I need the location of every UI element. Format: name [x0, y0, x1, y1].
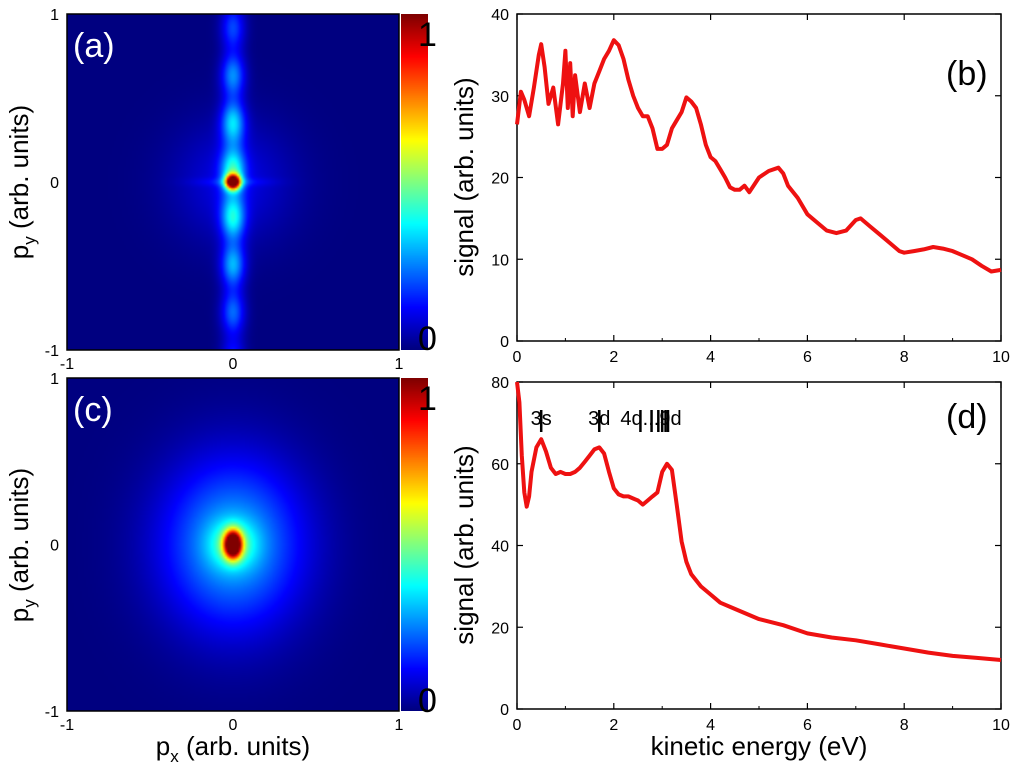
y-axis-label: py (arb. units): [4, 468, 39, 622]
heatmap-a-ylabel: py (arb. units): [4, 105, 39, 259]
colorbar-c-min-label: 0: [418, 682, 437, 720]
y-tick-label: 0: [50, 175, 59, 192]
heatmap-c-frame: [66, 377, 400, 712]
x-tick-label: 8: [900, 717, 909, 734]
series-line-d: [515, 381, 1002, 662]
y-tick-label: 1: [50, 371, 59, 388]
colorbar-a-max-label: 1: [418, 16, 437, 54]
x-tick-label: 0: [513, 349, 522, 366]
plot-d-xlabel: kinetic energy (eV): [651, 731, 868, 761]
y-tick-label: -1: [45, 704, 59, 721]
x-tick-label: 6: [803, 717, 812, 734]
heatmap-c-ticks: -1 0 1 -1 0 1: [45, 371, 404, 734]
x-axis-label: px (arb. units): [156, 731, 310, 766]
panel-label-b: (b): [946, 55, 988, 93]
x-tick-label: 4: [706, 717, 715, 734]
panel-c: (c) -1 0 1-101 py (arb. units) px (arb. un…: [4, 371, 437, 766]
y-tick-label: 20: [491, 171, 509, 188]
y-tick-label: 1: [50, 7, 59, 24]
x-tick-label: 0: [229, 717, 238, 734]
heatmap-a-image: [67, 14, 399, 350]
panel-a: (a) -1 0 1-101 py (arb. units) 1 0: [4, 7, 437, 373]
x-tick-label: 6: [803, 349, 812, 366]
panel-b: (b) 0 2 4 6 8 10 0 10 20 30 40 signal (arb. units): [449, 7, 1010, 366]
panel-label-c: (c): [73, 391, 113, 429]
y-tick-label: 0: [500, 702, 509, 719]
plot-b-axes: 0 2 4 6 8 10 0 10 20 30 40: [491, 7, 1010, 366]
y-tick-label: 10: [491, 252, 509, 269]
x-tick-label: 0: [513, 717, 522, 734]
plot-d-frame: [516, 381, 1002, 710]
x-tick-label: 4: [706, 349, 715, 366]
x-tick-label: 1: [395, 356, 404, 373]
heatmap-c-xlabel: px (arb. units): [156, 731, 310, 766]
plot-d-ylabel: signal (arb. units): [449, 445, 479, 644]
panel-label-a: (a): [73, 27, 115, 65]
x-tick-label: -1: [60, 717, 74, 734]
x-tick-label: -1: [60, 356, 74, 373]
y-axis-label: py (arb. units): [4, 105, 39, 259]
x-tick-label: 2: [609, 349, 618, 366]
x-tick-label: 0: [229, 356, 238, 373]
x-tick-label: 10: [992, 349, 1010, 366]
heatmap-a-frame: [66, 13, 400, 351]
x-tick-label: 8: [900, 349, 909, 366]
plot-b-ylabel: signal (arb. units): [449, 77, 479, 276]
y-tick-label: -1: [45, 343, 59, 360]
x-tick-label: 2: [609, 717, 618, 734]
y-tick-label: 40: [491, 539, 509, 556]
x-tick-label: 1: [395, 717, 404, 734]
colorbar-c-max-label: 1: [418, 380, 437, 418]
heatmap-c-ylabel: py (arb. units): [4, 468, 39, 622]
x-tick-label: 10: [992, 717, 1010, 734]
panel-label-d: (d): [946, 398, 988, 436]
plot-d-annotations: 3s3d4d...9d: [531, 408, 682, 432]
colorbar-a-min-label: 0: [418, 320, 437, 358]
plot-d-axes: 0 2 4 6 8 10 0 20 40 60 80: [491, 375, 1010, 734]
heatmap-c-image: [67, 378, 399, 711]
y-tick-label: 0: [500, 334, 509, 351]
y-tick-label: 30: [491, 89, 509, 106]
y-tick-label: 20: [491, 620, 509, 637]
heatmap-a-ticks: -1 0 1 -1 0 1: [45, 7, 404, 373]
y-tick-label: 40: [491, 7, 509, 24]
y-tick-label: 80: [491, 375, 509, 392]
y-tick-label: 60: [491, 457, 509, 474]
colorbar-c-image: [401, 378, 428, 711]
panel-d: (d) 0 2 4 6 8 10 0 20 40 60 80 3s3d4d...9d signal …: [449, 375, 1010, 761]
series-line-b: [515, 38, 1002, 274]
y-tick-label: 0: [50, 538, 59, 555]
colorbar-a-image: [401, 14, 428, 350]
